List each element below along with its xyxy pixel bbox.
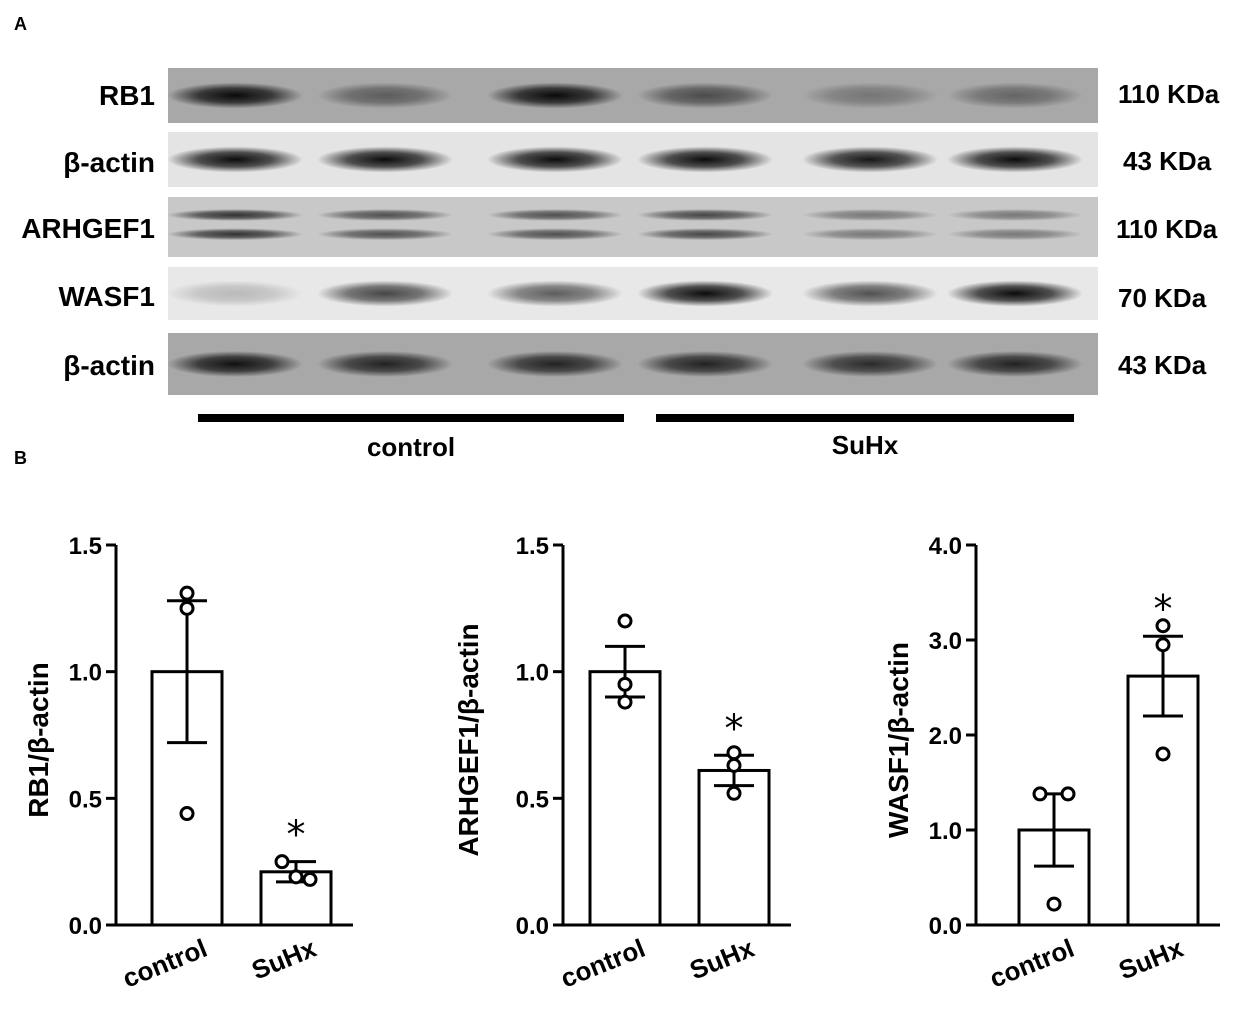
y-tick-label: 0.5 [69,786,102,813]
panel-label-b: B [14,448,27,468]
data-point [179,600,195,616]
y-tick-label: 0.0 [69,913,102,940]
y-tick-label: 1.0 [69,660,102,687]
y-tick-label: 1.5 [69,533,102,560]
x-tick-label: SuHx [685,933,758,986]
y-tick-label: 4.0 [929,533,962,560]
data-point [617,676,633,692]
significance-marker: * [287,813,306,857]
x-tick-label: SuHx [1114,933,1187,986]
x-tick-label: control [118,933,211,994]
blot-label-arhgef1: ARHGEF1 [21,213,155,244]
chart-1: 0.0 0.5 1.0 1.5 RB1/β-actin control * SuHx [23,533,353,994]
chart-2: 0.0 0.5 1.0 1.5 ARHGEF1/β-actin control * SuHx [453,533,791,994]
bar-SuHx [1126,674,1200,927]
group-bar-control [198,414,624,422]
data-point [1155,618,1171,634]
data-point [1155,746,1171,762]
significance-marker: * [725,706,744,750]
chart-3: 0.0 1.0 2.0 3.0 4.0 WASF1/β-actin control * SuHx [883,533,1220,994]
data-point [726,785,742,801]
data-point [1060,786,1076,802]
data-point [288,869,304,885]
group-label-suhx: SuHx [831,430,899,460]
blot-strip-beta-actin-2 [168,333,1098,395]
y-tick-label: 3.0 [929,628,962,655]
blot-label-rb1: RB1 [98,80,155,111]
data-point [274,854,290,870]
significance-marker: * [1154,587,1173,631]
blot-strip-rb1 [168,68,1098,123]
group-bar-suhx [656,414,1074,422]
y-tick-label: 1.5 [516,533,549,560]
blot-label-beta-actin-1: β-actin [63,147,155,178]
x-tick-label: SuHx [247,933,320,986]
y-tick-label: 1.0 [516,660,549,687]
y-tick-label: 0.0 [929,913,962,940]
group-label-control: control [366,432,456,462]
data-point [1032,786,1048,802]
y-axis-label: ARHGEF1/β-actin [453,623,484,856]
bar-control [588,670,662,927]
y-axis-label: RB1/β-actin [23,662,54,818]
y-tick-label: 2.0 [929,723,962,750]
data-point [617,694,633,710]
data-point [617,613,633,629]
data-point [1046,896,1062,912]
blot-strip-wasf1 [168,267,1098,320]
kda-label-beta-actin-1: 43 KDa [1123,146,1212,176]
x-tick-label: control [556,933,649,994]
blot-strip-beta-actin-1 [168,132,1098,187]
y-tick-label: 0.0 [516,913,549,940]
kda-label-wasf1: 70 KDa [1118,283,1207,313]
x-tick-label: control [985,933,1078,994]
y-tick-label: 1.0 [929,818,962,845]
data-point [1155,637,1171,653]
blot-strip-arhgef1 [168,197,1098,257]
blot-label-wasf1: WASF1 [58,281,155,312]
data-point [302,871,318,887]
data-point [179,585,195,601]
y-axis-label: WASF1/β-actin [883,642,914,838]
y-tick-label: 0.5 [516,786,549,813]
panel-label-a: A [14,14,27,34]
kda-label-arhgef1: 110 KDa [1116,214,1218,244]
kda-label-beta-actin-2: 43 KDa [1118,350,1207,380]
data-point [726,757,742,773]
blot-label-beta-actin-2: β-actin [63,350,155,381]
kda-label-rb1: 110 KDa [1118,79,1220,109]
data-point [179,806,195,822]
